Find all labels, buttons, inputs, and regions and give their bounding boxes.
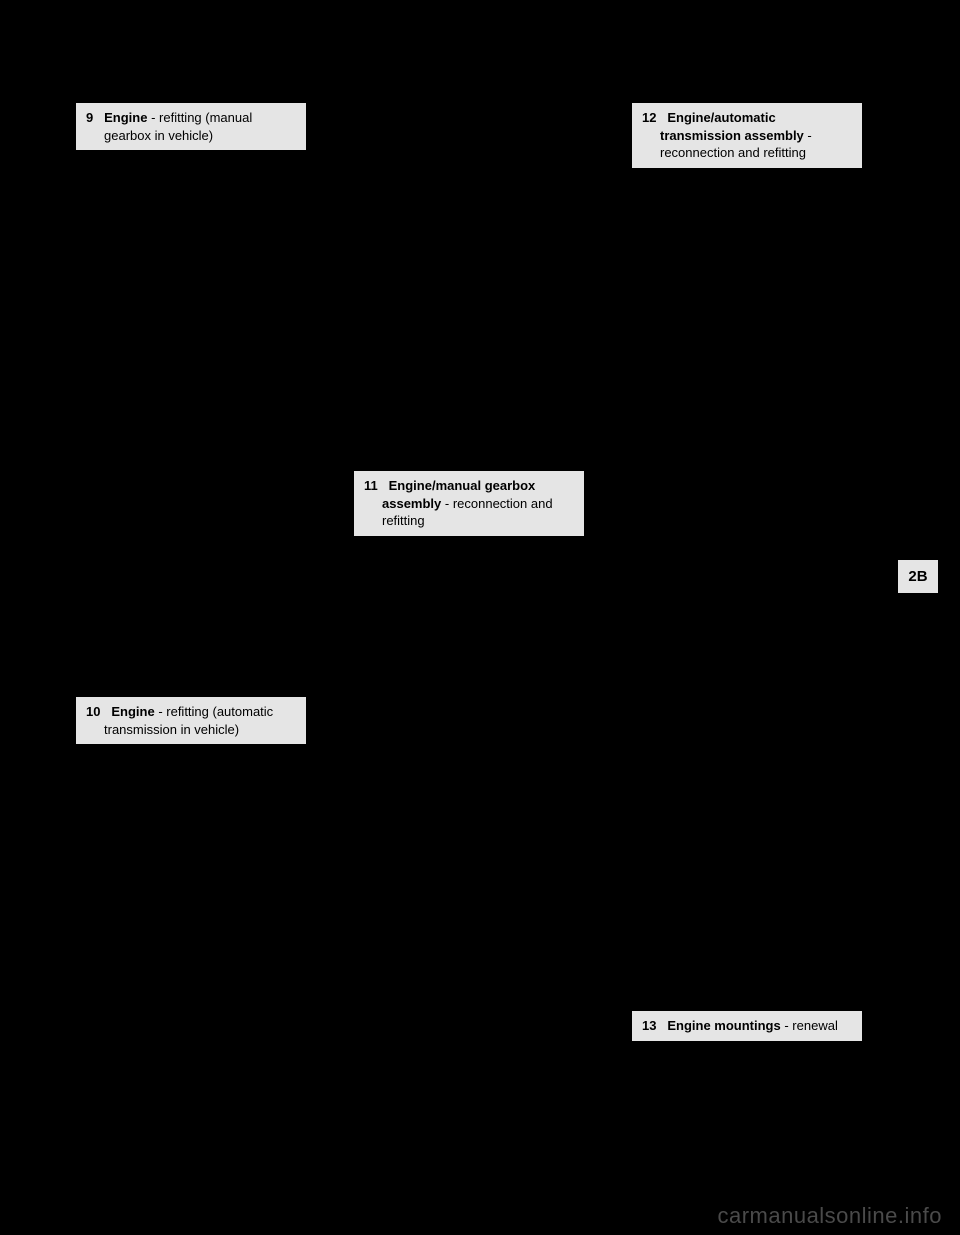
section-title: Engine/manual gearbox [389, 478, 536, 493]
spacer [660, 1018, 664, 1033]
section-number: 13 [642, 1018, 656, 1033]
section-title: Engine [111, 704, 154, 719]
section-number: 11 [364, 478, 378, 493]
section-number: 10 [86, 704, 100, 719]
section-box-10: 10 Engine - refitting (automatic transmi… [76, 697, 306, 744]
section-number: 9 [86, 110, 93, 125]
section-line3: refitting [364, 512, 574, 530]
section-box-13: 13 Engine mountings - renewal [632, 1011, 862, 1041]
spacer [97, 110, 101, 125]
watermark-text: carmanualsonline.info [717, 1203, 942, 1229]
section-title: Engine [104, 110, 147, 125]
section-subtitle: - refitting (automatic [158, 704, 273, 719]
section-line2: transmission assembly - [642, 127, 852, 145]
section-line2-sub: - [807, 128, 811, 143]
spacer [104, 704, 108, 719]
section-line2: assembly - reconnection and [364, 495, 574, 513]
section-line2-bold: assembly [382, 496, 441, 511]
section-line2: gearbox in vehicle) [86, 127, 296, 145]
section-box-9: 9 Engine - refitting (manual gearbox in … [76, 103, 306, 150]
section-subtitle: - refitting (manual [151, 110, 252, 125]
chapter-tab-label: 2B [908, 568, 927, 585]
section-line2: transmission in vehicle) [86, 721, 296, 739]
section-line3: reconnection and refitting [642, 144, 852, 162]
chapter-tab: 2B [898, 560, 938, 593]
section-line2-sub: - reconnection and [445, 496, 553, 511]
section-box-12: 12 Engine/automatic transmission assembl… [632, 103, 862, 168]
section-number: 12 [642, 110, 656, 125]
section-box-11: 11 Engine/manual gearbox assembly - reco… [354, 471, 584, 536]
section-line2-bold: transmission assembly [660, 128, 804, 143]
section-title: Engine/automatic [667, 110, 775, 125]
section-subtitle: - renewal [784, 1018, 837, 1033]
spacer [381, 478, 385, 493]
section-title: Engine mountings [667, 1018, 780, 1033]
spacer [660, 110, 664, 125]
